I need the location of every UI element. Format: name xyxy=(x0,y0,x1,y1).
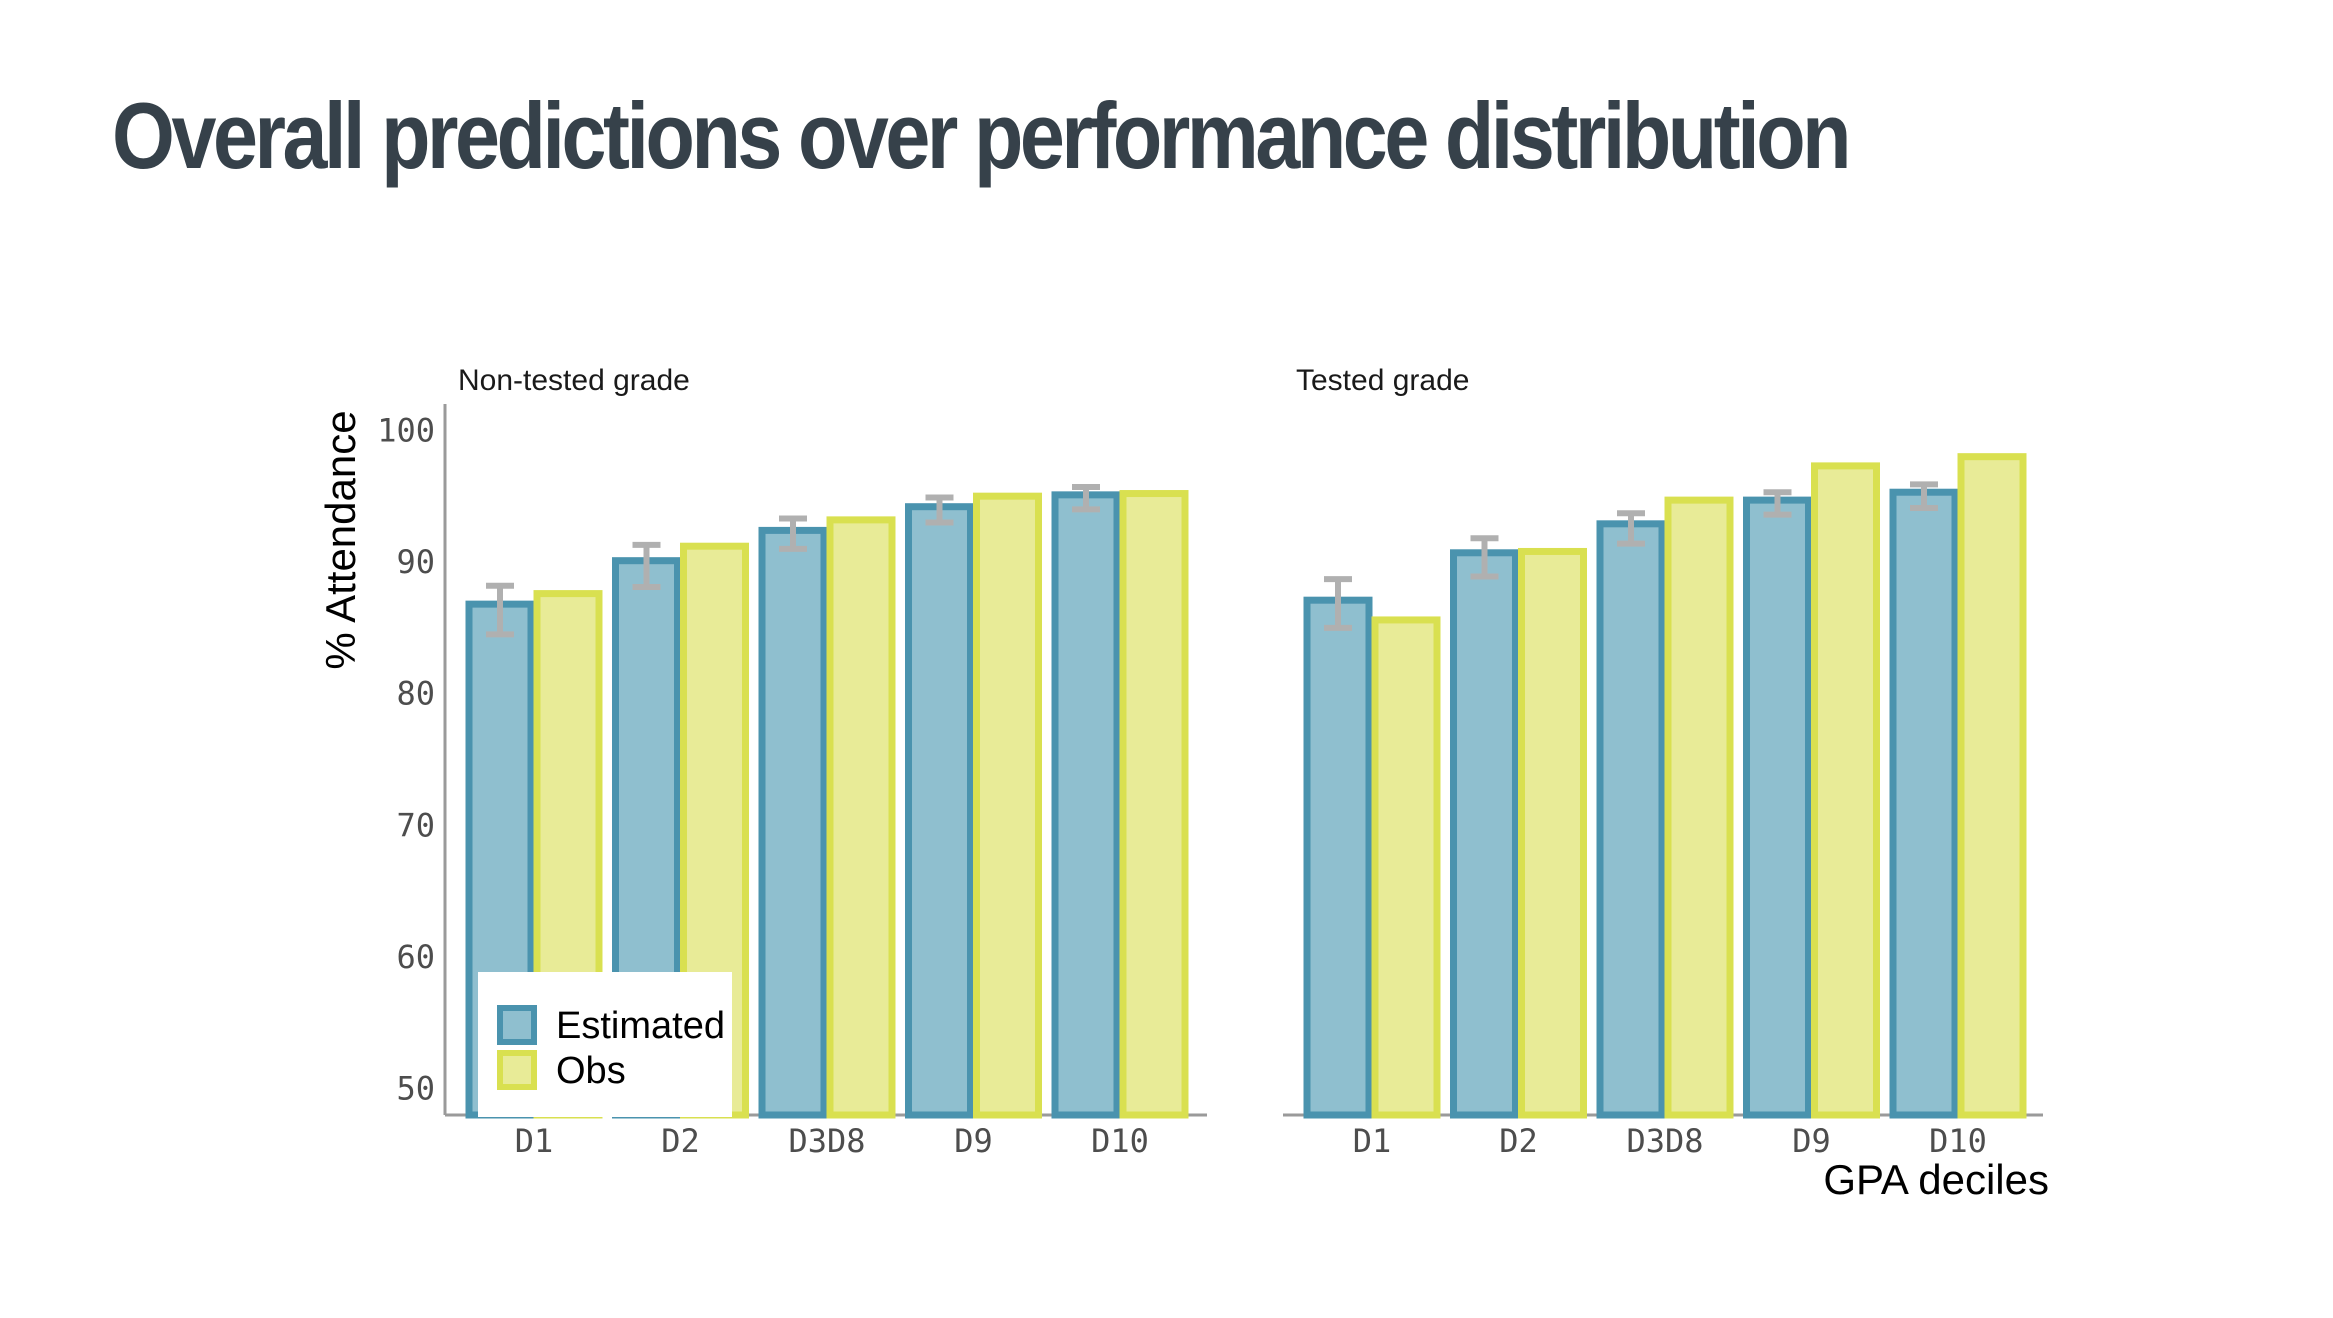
bar-estimated-d2 xyxy=(1450,549,1519,1119)
bar-obs-d3d8 xyxy=(826,516,896,1119)
error-bar xyxy=(779,515,807,552)
bar-obs-d9 xyxy=(973,492,1042,1119)
x-tick-label: D9 xyxy=(954,1122,993,1160)
bar-obs-d1 xyxy=(1371,616,1441,1119)
error-bar xyxy=(1072,483,1100,513)
bar-estimated-d9 xyxy=(905,503,974,1119)
panel-title: Tested grade xyxy=(1296,364,1469,397)
bar-obs-d9 xyxy=(1811,462,1880,1119)
bar-estimated-d3d8 xyxy=(1596,520,1666,1119)
error-bar xyxy=(1324,576,1352,631)
bar-estimated-d10 xyxy=(1889,488,1959,1119)
panel-title: Non-tested grade xyxy=(458,364,690,397)
error-bar xyxy=(486,582,514,638)
x-tick-label: D10 xyxy=(1929,1122,1987,1160)
x-tick-label: D3D8 xyxy=(788,1122,865,1160)
y-tick-label: 80 xyxy=(396,675,435,713)
x-tick-label: D10 xyxy=(1091,1122,1149,1160)
bar-estimated-d10 xyxy=(1051,491,1121,1119)
y-tick-label: 100 xyxy=(377,411,435,449)
y-tick-label: 70 xyxy=(396,806,435,844)
bar-estimated-d3d8 xyxy=(758,526,828,1119)
legend-label-obs: Obs xyxy=(556,1050,626,1092)
page-title: Overall predictions over performance dis… xyxy=(112,83,1852,188)
legend-swatch-estimated xyxy=(497,1005,537,1045)
bar-obs-d2 xyxy=(1518,547,1587,1119)
bar-obs-d10 xyxy=(1119,490,1189,1119)
error-bar xyxy=(1763,489,1792,518)
legend-swatch-obs xyxy=(497,1050,537,1090)
y-tick-label: 60 xyxy=(396,938,435,976)
error-bar xyxy=(925,494,954,526)
bar-obs-d10 xyxy=(1957,453,2027,1119)
bar-obs-d3d8 xyxy=(1664,496,1734,1119)
x-tick-label: D2 xyxy=(661,1122,700,1160)
panels-layer: Non-tested grade 50 60 70 80 90 100 D1 D2 D3D8 D9 D… xyxy=(377,364,2043,1160)
y-tick-label: 50 xyxy=(396,1070,435,1108)
x-tick-label: D2 xyxy=(1499,1122,1538,1160)
panel-2: Tested grade D1 D2 D3D8 D9 D10 xyxy=(1283,364,2043,1160)
bar-estimated-d1 xyxy=(1303,596,1373,1119)
error-bar xyxy=(1617,510,1645,547)
error-bar xyxy=(632,541,661,591)
bar-estimated-d9 xyxy=(1743,496,1812,1119)
x-tick-label: D3D8 xyxy=(1626,1122,1703,1160)
x-tick-label: D9 xyxy=(1792,1122,1831,1160)
y-axis-title: % Attendance xyxy=(317,410,364,669)
legend-label-estimated: Estimated xyxy=(556,1005,725,1047)
x-tick-label: D1 xyxy=(515,1122,554,1160)
y-tick-label: 90 xyxy=(396,543,435,581)
x-axis-title: GPA deciles xyxy=(1823,1156,2049,1203)
error-bar xyxy=(1470,535,1499,580)
x-tick-label: D1 xyxy=(1353,1122,1392,1160)
error-bar xyxy=(1910,481,1938,512)
